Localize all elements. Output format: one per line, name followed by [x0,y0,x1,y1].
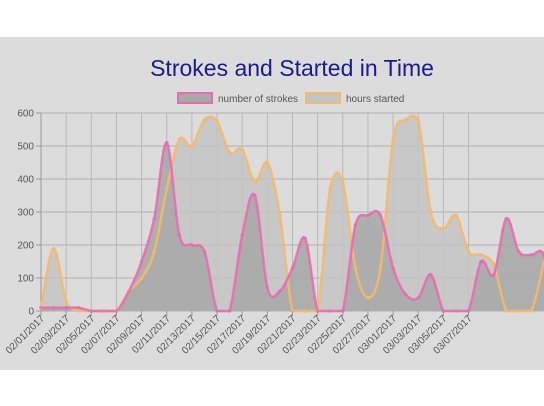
data-point[interactable] [265,286,270,290]
data-point[interactable] [403,117,408,122]
data-point[interactable] [39,305,43,310]
data-point[interactable] [102,309,106,313]
data-point[interactable] [290,266,295,270]
data-point[interactable] [416,117,421,122]
data-point[interactable] [366,296,370,300]
data-point[interactable] [341,180,345,185]
data-point[interactable] [190,144,194,148]
data-point[interactable] [479,253,483,257]
plot-points [39,117,544,313]
data-point[interactable] [227,150,232,155]
legend-label: number of strokes [218,94,298,105]
data-point[interactable] [517,309,521,313]
data-point[interactable] [240,147,244,152]
data-point[interactable] [466,249,471,254]
data-point[interactable] [517,249,521,254]
y-tick-label: 0 [28,307,34,318]
data-point[interactable] [441,226,446,231]
x-axis: 02/01/201702/03/201702/05/201702/07/2017… [4,311,475,357]
data-point[interactable] [139,259,144,264]
data-point[interactable] [127,289,131,293]
legend-swatch [305,92,341,104]
data-point[interactable] [253,180,257,185]
data-point[interactable] [454,309,458,313]
data-point[interactable] [491,263,496,267]
chart-title: Strokes and Started in Time [150,55,434,81]
legend-item[interactable]: hours started [305,92,404,105]
data-point[interactable] [190,243,194,247]
y-tick-label: 500 [17,142,34,153]
y-tick-label: 100 [17,274,34,285]
data-point[interactable] [328,309,333,313]
data-point[interactable] [504,216,509,221]
data-point[interactable] [454,213,458,218]
data-point[interactable] [51,305,56,310]
data-point[interactable] [64,305,68,310]
data-point[interactable] [303,236,307,241]
data-point[interactable] [51,246,56,251]
legend-item[interactable]: number of strokes [177,92,298,105]
legend[interactable]: number of strokes hours started [177,92,404,105]
data-point[interactable] [177,137,182,142]
data-point[interactable] [152,249,156,254]
data-point[interactable] [529,253,534,257]
data-point[interactable] [278,289,282,293]
data-point[interactable] [479,259,483,264]
data-point[interactable] [378,266,383,270]
data-point[interactable] [366,213,370,218]
data-point[interactable] [265,160,270,165]
chart: Strokes and Started in Time number of st… [4,55,544,357]
data-point[interactable] [303,309,307,313]
data-point[interactable] [152,216,156,221]
data-point[interactable] [504,309,509,313]
data-point[interactable] [391,266,395,270]
data-point[interactable] [64,299,68,303]
data-point[interactable] [328,187,333,191]
data-point[interactable] [202,117,207,122]
data-point[interactable] [253,193,257,198]
y-tick-label: 200 [17,241,34,252]
data-point[interactable] [391,137,395,142]
data-point[interactable] [165,140,169,145]
line-strokes [41,141,544,313]
data-point[interactable] [227,309,232,313]
data-point[interactable] [202,249,207,254]
data-point[interactable] [215,119,219,124]
data-point[interactable] [416,296,421,300]
legend-label: hours started [346,94,404,105]
data-point[interactable] [403,292,408,297]
data-point[interactable] [177,233,182,237]
data-point[interactable] [165,187,169,191]
y-axis: 0 100 200 300 400 500 600 [17,109,41,318]
data-point[interactable] [491,272,496,277]
data-point[interactable] [76,305,81,310]
chart-panel: Strokes and Started in Time number of st… [0,37,544,370]
y-tick-label: 600 [17,109,34,120]
data-point[interactable] [353,223,358,227]
data-point[interactable] [378,213,383,218]
data-point[interactable] [139,276,144,280]
data-point[interactable] [76,309,81,313]
legend-swatch [177,92,213,104]
data-point[interactable] [278,213,282,218]
data-point[interactable] [240,233,244,237]
y-tick-label: 300 [17,208,34,219]
data-point[interactable] [429,272,433,277]
data-point[interactable] [353,266,358,270]
data-point[interactable] [529,309,534,313]
data-point[interactable] [429,210,433,214]
y-tick-label: 400 [17,175,34,186]
